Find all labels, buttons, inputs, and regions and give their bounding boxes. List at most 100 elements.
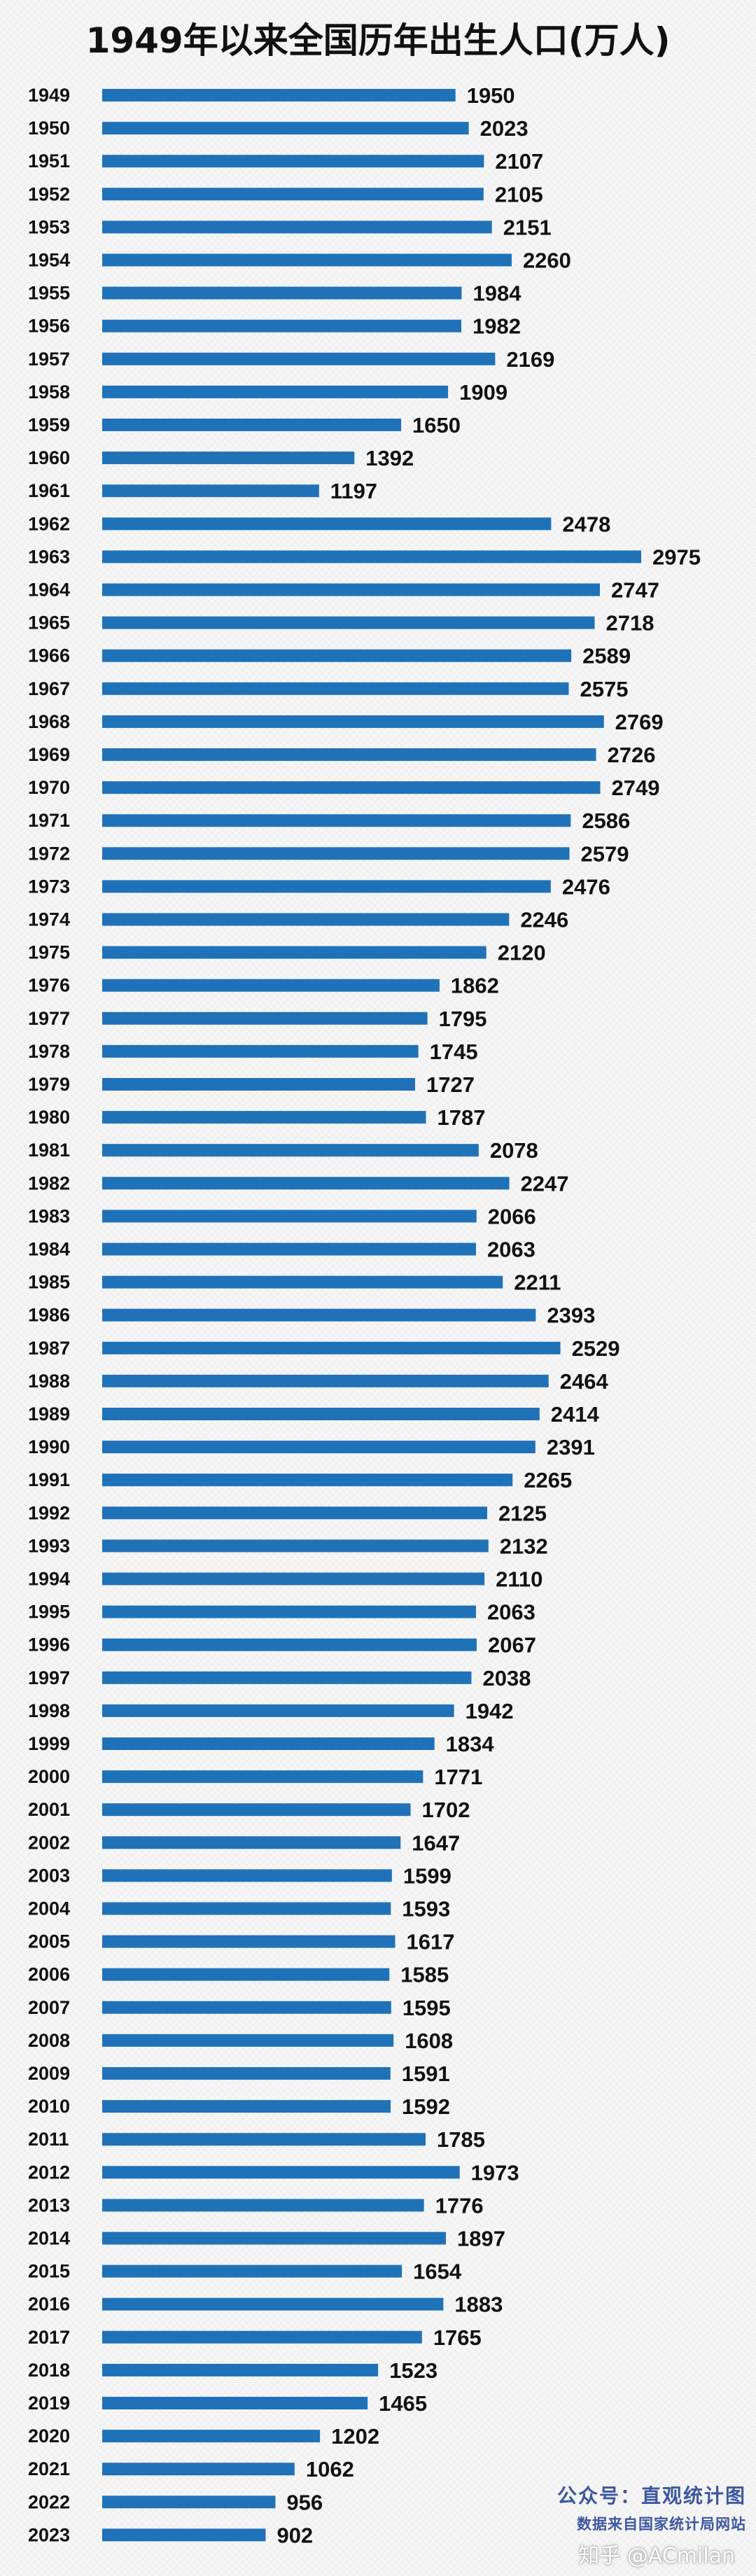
y-tick-label: 1949 bbox=[28, 85, 70, 106]
y-tick-label: 1980 bbox=[28, 1107, 70, 1128]
y-tick-label: 2018 bbox=[28, 2360, 70, 2381]
bar bbox=[102, 2232, 446, 2245]
bar bbox=[102, 1011, 428, 1025]
y-tick-label: 2013 bbox=[28, 2194, 70, 2216]
data-label: 2747 bbox=[611, 578, 659, 603]
bar bbox=[102, 616, 595, 629]
data-label: 2393 bbox=[547, 1303, 595, 1328]
data-label: 2247 bbox=[521, 1171, 569, 1196]
y-tick-label: 2014 bbox=[28, 2228, 70, 2249]
bar bbox=[102, 1605, 476, 1618]
bar bbox=[102, 352, 496, 365]
bar bbox=[102, 253, 512, 267]
bar bbox=[102, 2496, 276, 2509]
y-tick-label: 2003 bbox=[28, 1865, 70, 1886]
data-label: 1787 bbox=[438, 1105, 486, 1130]
y-tick-label: 1998 bbox=[28, 1700, 70, 1721]
bar bbox=[102, 1242, 476, 1256]
y-tick-label: 2010 bbox=[28, 2096, 70, 2117]
y-tick-label: 1982 bbox=[28, 1172, 70, 1194]
bar bbox=[102, 1341, 561, 1354]
data-label: 1617 bbox=[407, 1930, 455, 1954]
bar bbox=[102, 1803, 411, 1816]
data-label: 956 bbox=[286, 2490, 323, 2514]
bar bbox=[102, 2166, 460, 2179]
bar bbox=[102, 2067, 391, 2080]
data-label: 1950 bbox=[467, 83, 515, 108]
data-label: 1785 bbox=[437, 2127, 485, 2152]
bar bbox=[102, 2033, 394, 2047]
y-tick-label: 1979 bbox=[28, 1074, 70, 1095]
data-label: 1647 bbox=[412, 1830, 460, 1855]
bar bbox=[102, 2100, 391, 2113]
y-tick-label: 2009 bbox=[28, 2063, 70, 2084]
y-tick-label: 1978 bbox=[28, 1041, 70, 1062]
data-label: 2769 bbox=[615, 710, 664, 734]
data-label: 2023 bbox=[480, 116, 528, 141]
data-label: 1795 bbox=[439, 1007, 487, 1031]
bar bbox=[102, 550, 641, 564]
data-label: 2067 bbox=[488, 1633, 536, 1658]
y-tick-label: 1988 bbox=[28, 1371, 70, 1392]
bar bbox=[102, 2528, 266, 2542]
bar bbox=[102, 1044, 419, 1058]
bar bbox=[102, 913, 510, 926]
y-tick-label: 1985 bbox=[28, 1272, 70, 1293]
bar bbox=[102, 188, 484, 201]
y-tick-label: 2019 bbox=[28, 2393, 70, 2414]
y-tick-label: 1984 bbox=[28, 1239, 70, 1260]
data-label: 1202 bbox=[331, 2424, 379, 2449]
data-label: 1897 bbox=[457, 2227, 505, 2251]
y-tick-label: 1994 bbox=[28, 1569, 70, 1590]
bar bbox=[102, 1374, 549, 1387]
y-tick-label: 1960 bbox=[28, 447, 70, 468]
bar bbox=[102, 946, 486, 959]
bar bbox=[102, 2199, 424, 2212]
watermark-zhihu: 知乎 @ACmilan bbox=[578, 2544, 735, 2568]
data-label: 1595 bbox=[402, 1996, 451, 2020]
y-tick-label: 1967 bbox=[28, 678, 70, 699]
data-label: 2391 bbox=[547, 1435, 595, 1460]
y-tick-label: 1970 bbox=[28, 777, 70, 798]
data-label: 2211 bbox=[514, 1270, 561, 1295]
y-tick-label: 2000 bbox=[28, 1766, 70, 1787]
y-tick-label: 1952 bbox=[28, 183, 70, 204]
bar bbox=[102, 2001, 391, 2014]
y-tick-label: 2007 bbox=[28, 1997, 70, 2018]
bar bbox=[102, 1869, 392, 1882]
y-tick-label: 1966 bbox=[28, 645, 70, 666]
y-tick-label: 2012 bbox=[28, 2162, 70, 2183]
y-tick-label: 2015 bbox=[28, 2261, 70, 2282]
data-label: 1465 bbox=[379, 2391, 427, 2416]
data-label: 1862 bbox=[451, 974, 499, 998]
bar bbox=[102, 1408, 540, 1420]
bar bbox=[102, 319, 461, 332]
data-label: 1909 bbox=[459, 380, 507, 405]
y-tick-label: 2008 bbox=[28, 2030, 70, 2051]
data-label: 1585 bbox=[400, 1963, 449, 1987]
bar bbox=[102, 748, 596, 761]
data-label: 1599 bbox=[403, 1863, 451, 1888]
y-tick-label: 1993 bbox=[28, 1535, 70, 1556]
y-tick-label: 1976 bbox=[28, 975, 70, 996]
data-label: 2726 bbox=[608, 743, 656, 767]
y-tick-label: 1973 bbox=[28, 876, 70, 897]
data-label: 2529 bbox=[572, 1336, 620, 1361]
bar bbox=[102, 419, 402, 431]
bar bbox=[102, 1078, 415, 1091]
data-label: 1883 bbox=[454, 2292, 503, 2317]
data-label: 1650 bbox=[412, 413, 461, 438]
data-label: 2575 bbox=[580, 677, 628, 701]
data-label: 1608 bbox=[405, 2029, 453, 2053]
bar bbox=[102, 2463, 295, 2476]
data-label: 1982 bbox=[472, 314, 521, 339]
data-label: 2107 bbox=[495, 149, 543, 174]
y-tick-label: 2011 bbox=[28, 2129, 69, 2150]
bar bbox=[102, 1935, 396, 1948]
bar bbox=[102, 1671, 472, 1684]
data-label: 1592 bbox=[402, 2094, 450, 2119]
bar bbox=[102, 1704, 454, 1717]
y-tick-label: 1983 bbox=[28, 1205, 70, 1226]
data-label: 2063 bbox=[487, 1600, 536, 1625]
